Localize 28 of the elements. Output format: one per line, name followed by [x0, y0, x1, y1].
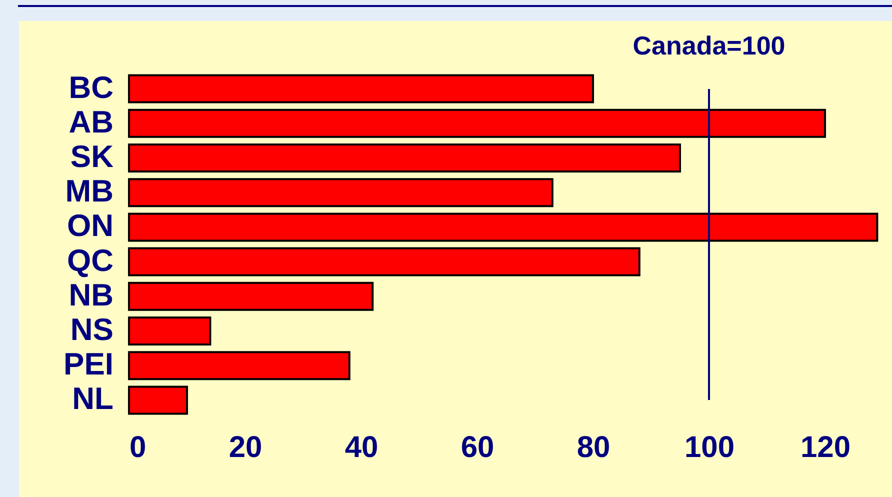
- x-tick-label: 0: [130, 431, 146, 464]
- x-tick-label: 60: [460, 431, 494, 464]
- bar: [128, 144, 681, 172]
- y-tick-label: BC: [68, 70, 114, 105]
- bar: [128, 212, 878, 242]
- bar: [128, 74, 594, 104]
- x-tick-label: 120: [800, 431, 851, 464]
- y-tick-label: ON: [67, 208, 114, 244]
- y-tick-label: MB: [65, 174, 114, 209]
- y-tick-label: NS: [70, 312, 114, 347]
- x-tick-label: 40: [344, 431, 378, 464]
- x-tick-label: 80: [576, 431, 610, 464]
- y-tick-label: SK: [70, 139, 114, 174]
- bar: [128, 178, 554, 208]
- y-tick-label: AB: [68, 104, 114, 140]
- x-tick-label: 20: [228, 431, 262, 464]
- y-tick-label: PEI: [64, 346, 114, 382]
- bar: [128, 247, 640, 276]
- bar: [128, 386, 188, 415]
- y-tick-label: NB: [68, 277, 114, 312]
- bar: [128, 108, 826, 138]
- y-tick-label: QC: [67, 242, 114, 278]
- ref-line-label: Canada=100: [632, 30, 786, 60]
- bar: [128, 351, 350, 380]
- y-tick-label: NL: [72, 381, 114, 416]
- bar: [128, 316, 212, 346]
- bar: [128, 282, 374, 311]
- x-tick-label: 100: [684, 431, 735, 464]
